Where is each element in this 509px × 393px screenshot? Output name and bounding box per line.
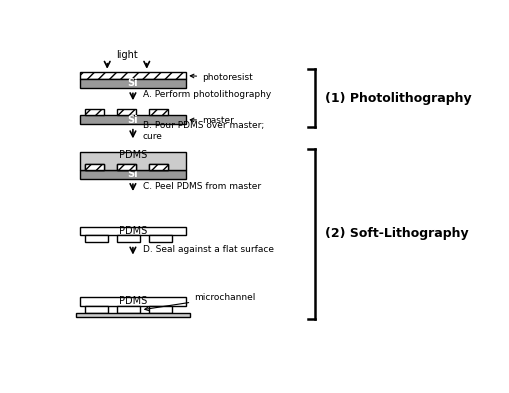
Bar <box>86 163 104 170</box>
Bar <box>86 109 104 115</box>
Text: PDMS: PDMS <box>119 226 147 236</box>
Text: microchannel: microchannel <box>145 292 255 310</box>
Text: Si: Si <box>127 79 138 88</box>
Text: photoresist: photoresist <box>190 73 252 82</box>
Text: C. Peel PDMS from master: C. Peel PDMS from master <box>143 182 261 191</box>
Text: B. Pour PDMS over master;
cure: B. Pour PDMS over master; cure <box>143 121 264 141</box>
Bar <box>149 163 167 170</box>
Text: Si: Si <box>127 115 138 125</box>
Bar <box>75 313 190 317</box>
Bar <box>117 306 140 313</box>
Bar <box>86 163 104 170</box>
Bar <box>79 170 186 179</box>
Bar <box>79 297 186 306</box>
Bar <box>86 235 108 242</box>
Bar <box>149 235 172 242</box>
Bar <box>86 306 108 313</box>
Text: (2) Soft-Lithography: (2) Soft-Lithography <box>324 227 467 240</box>
Bar <box>149 306 172 313</box>
Text: master: master <box>190 116 234 125</box>
Bar <box>117 235 140 242</box>
Bar <box>79 152 186 170</box>
Text: PDMS: PDMS <box>119 151 147 160</box>
Text: Si: Si <box>127 169 138 179</box>
Text: (1) Photolithography: (1) Photolithography <box>324 92 470 105</box>
Bar <box>117 163 136 170</box>
Text: D. Seal against a flat surface: D. Seal against a flat surface <box>143 245 273 254</box>
Bar <box>149 163 167 170</box>
Bar <box>79 115 186 124</box>
Bar <box>79 227 186 235</box>
Bar <box>79 72 186 79</box>
Text: PDMS: PDMS <box>119 296 147 307</box>
Bar <box>117 163 136 170</box>
Bar <box>149 109 167 115</box>
Text: A. Perform photolithography: A. Perform photolithography <box>143 90 270 99</box>
Bar <box>117 109 136 115</box>
Bar <box>79 79 186 88</box>
Text: light: light <box>116 50 137 60</box>
